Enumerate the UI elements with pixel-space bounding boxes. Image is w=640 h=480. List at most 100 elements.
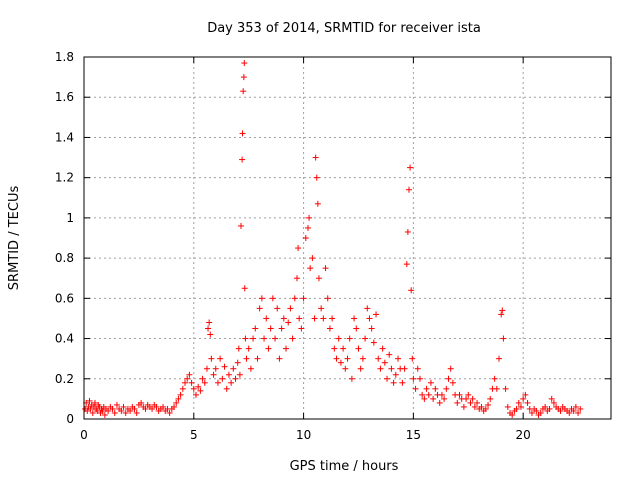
data-point [86,397,93,404]
data-point [302,235,309,241]
data-point [267,325,274,332]
data-point [443,385,450,392]
data-point [205,325,212,332]
data-point [430,395,437,402]
data-point [409,355,416,362]
data-point [329,315,336,322]
data-point [235,345,242,352]
data-point [122,409,129,416]
data-point [546,405,553,412]
chart-title: Day 353 of 2014, SRMTID for receiver ist… [207,21,481,36]
data-point [240,74,247,81]
data-point [370,339,377,346]
data-point [256,305,263,312]
data-point [445,375,452,382]
y-tick-label: 1.6 [55,90,74,104]
data-point [179,385,186,392]
data-point [190,385,197,392]
data-point [362,335,369,342]
data-point [276,355,283,362]
data-point [153,403,160,410]
data-point [386,351,393,358]
data-point [160,403,167,410]
y-tick-label: 1.2 [55,171,74,185]
data-point [416,375,423,382]
axis-ticks: 0 0.2 0.4 0.6 0.8 1 1.2 1.4 1.6 1.8 0 5 10 15 20 [55,50,611,442]
data-point [342,365,349,372]
x-axis-label: GPS time / hours [290,459,399,474]
data-point [405,186,412,193]
data-point [232,375,239,382]
data-point [230,365,237,372]
data-point [272,335,279,342]
data-point [513,405,520,412]
data-point [520,395,527,402]
data-point [177,391,184,398]
data-point [478,403,485,410]
data-point [566,409,573,416]
y-tick-label: 1 [66,211,74,225]
data-point [228,379,235,386]
data-point [184,375,191,382]
data-point [498,311,505,318]
data-point [201,379,208,386]
data-point [280,315,287,322]
x-tick-label: 5 [190,428,198,442]
data-point [197,387,204,394]
data-point [300,295,307,302]
data-point [195,383,202,390]
data-point [390,379,397,386]
data-point [87,405,94,412]
data-point [482,405,489,412]
data-point [278,325,285,332]
data-point [388,365,395,372]
data-point [238,222,245,229]
y-tick-label: 0.6 [55,291,74,305]
data-point [243,355,250,362]
data-point [351,315,358,322]
data-point [432,385,439,392]
data-point [344,355,351,362]
data-point [326,325,333,332]
data-point [314,200,321,207]
data-point [99,407,106,414]
data-point [206,319,213,326]
data-point [447,365,454,372]
data-point [320,315,327,322]
data-point [557,407,564,414]
data-point [234,359,241,366]
data-point [359,355,366,362]
data-point [333,355,340,362]
data-point [225,371,232,378]
data-point [522,391,529,398]
data-point [250,335,257,342]
data-point [252,325,259,332]
data-point [533,407,540,414]
data-point [425,391,432,398]
data-point [258,295,265,302]
data-point [173,399,180,406]
data-point [423,385,430,392]
data-point [335,335,342,342]
data-point [241,60,248,67]
plot-frame [83,56,612,420]
data-point [113,401,120,408]
data-point [239,156,246,163]
data-point [199,375,206,382]
data-point [355,345,362,352]
data-point [340,345,347,352]
data-point [318,305,325,312]
data-point [379,345,386,352]
data-point [149,405,156,412]
data-point [364,305,371,312]
data-point [392,371,399,378]
data-point [182,379,189,386]
data-point [274,305,281,312]
data-point [401,365,408,372]
data-point [219,375,226,382]
data-point [142,405,149,412]
x-tick-label: 10 [296,428,311,442]
data-point [460,403,467,410]
data-point [245,345,252,352]
data-point [381,359,388,366]
